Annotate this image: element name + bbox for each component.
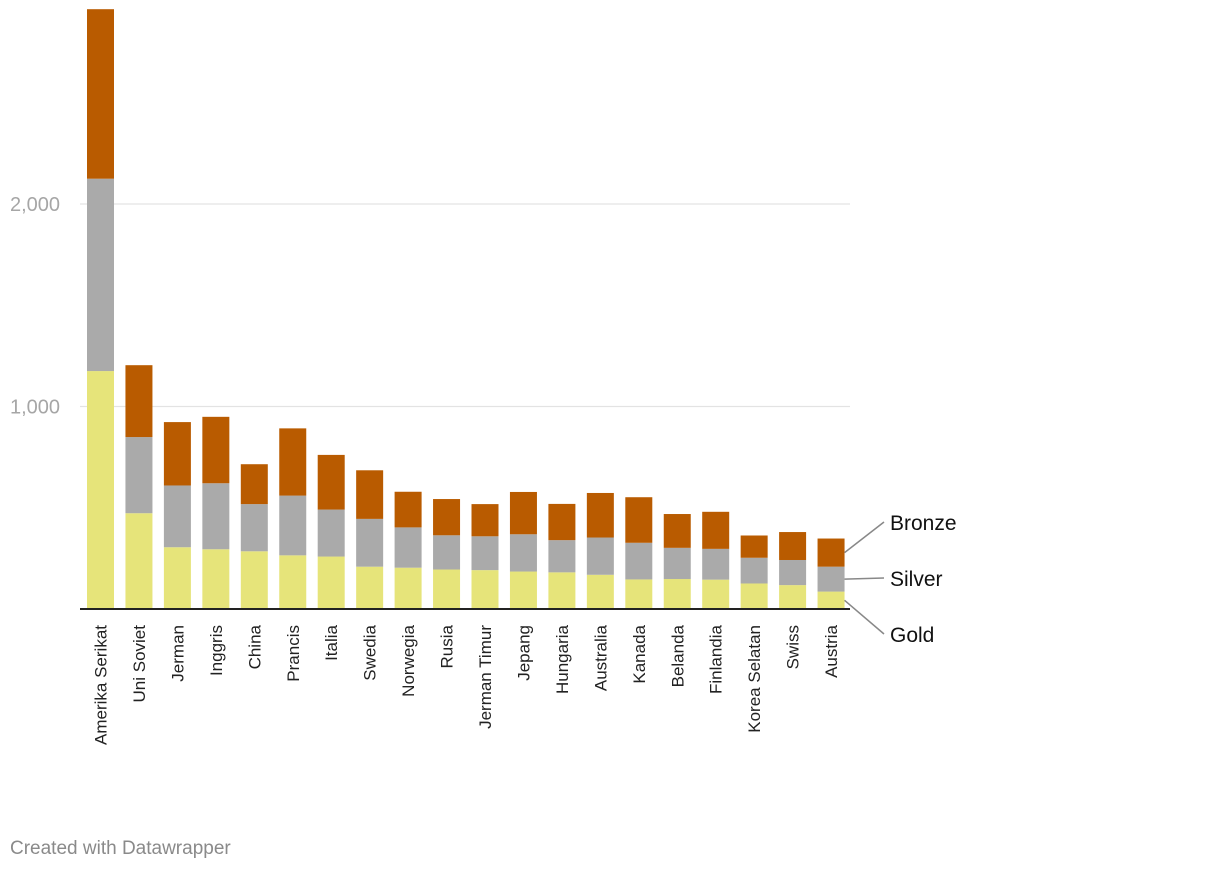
bar-segment-silver <box>817 566 845 592</box>
category-labels: Amerika Serikat Uni Soviet Jerman Inggris Ch… <box>92 624 842 745</box>
category-label: Austria <box>822 624 841 677</box>
bar-segment-bronze <box>356 470 384 519</box>
category-label: Norwegia <box>399 624 418 696</box>
bar-segment-gold <box>663 579 691 609</box>
category-label: Uni Soviet <box>130 625 149 703</box>
bar-segment-gold <box>240 551 268 609</box>
bar-segment-gold <box>356 566 384 609</box>
y-tick-label: 2,000 <box>10 194 60 216</box>
bar-segment-gold <box>509 571 537 609</box>
bar-segment-gold <box>702 579 730 609</box>
category-label: Swedia <box>361 624 380 680</box>
bar-segment-bronze <box>663 514 691 548</box>
bar-segment-bronze <box>471 504 499 537</box>
leader-line <box>844 577 885 580</box>
bar-segment-gold <box>740 583 768 609</box>
bar-segment-gold <box>317 556 345 609</box>
bar-segment-silver <box>356 518 384 567</box>
category-label: Prancis <box>284 625 303 682</box>
bar-segment-bronze <box>163 422 191 486</box>
category-label: Amerika Serikat <box>92 625 111 745</box>
bar-segment-silver <box>702 548 730 580</box>
bar-segment-bronze <box>202 416 230 484</box>
bar-segment-bronze <box>87 9 114 179</box>
bar-segment-gold <box>279 555 307 609</box>
category-label: Italia <box>322 624 341 660</box>
bar-segment-silver <box>202 483 230 550</box>
category-label: Belanda <box>668 624 687 687</box>
category-label: Korea Selatan <box>745 625 764 733</box>
bar-segment-gold <box>586 574 614 609</box>
category-label: Inggris <box>207 625 226 676</box>
series-label-silver: Silver <box>890 568 943 591</box>
category-label: Swiss <box>784 625 803 669</box>
bar-segment-silver <box>125 437 153 514</box>
series-label-bronze: Bronze <box>890 512 957 535</box>
bar-segment-silver <box>394 527 422 568</box>
bar-segment-bronze <box>279 428 307 496</box>
bar-segment-gold <box>625 579 653 609</box>
category-label: Australia <box>591 624 610 691</box>
bar-segment-bronze <box>394 491 422 528</box>
bar-segment-silver <box>279 495 307 556</box>
y-tick-label: 1,000 <box>10 397 60 419</box>
bar-segment-silver <box>779 559 807 586</box>
bar-segment-bronze <box>586 492 614 538</box>
bar-segment-gold <box>471 570 499 609</box>
bar-segment-silver <box>509 534 537 572</box>
bar-segment-gold <box>779 585 807 609</box>
category-label: China <box>245 624 264 669</box>
bar-segment-bronze <box>702 511 730 549</box>
bar-segment-bronze <box>625 497 653 543</box>
bar-segment-bronze <box>740 535 768 558</box>
bar-segment-bronze <box>433 499 461 536</box>
bar-segment-bronze <box>779 532 807 560</box>
category-label: Jepang <box>514 625 533 681</box>
bar-segment-silver <box>663 547 691 580</box>
bar-segment-silver <box>548 540 576 573</box>
bar-segment-gold <box>87 371 114 609</box>
bar-segment-gold <box>548 572 576 609</box>
bar-segment-silver <box>471 536 499 571</box>
bar-segment-silver <box>586 537 614 575</box>
bar-segment-silver <box>625 542 653 580</box>
category-label: Finlandia <box>707 624 726 694</box>
bar-segment-gold <box>125 513 153 609</box>
leader-line <box>844 521 885 554</box>
bar-segment-gold <box>394 567 422 609</box>
bar-segment-bronze <box>125 365 153 438</box>
bar-segment-silver <box>433 535 461 570</box>
bar-segment-bronze <box>817 538 845 567</box>
bar-segment-silver <box>740 557 768 584</box>
category-label: Hungaria <box>553 624 572 694</box>
category-label: Rusia <box>438 624 457 668</box>
category-label: Jerman Timur <box>476 625 495 729</box>
series-label-gold: Gold <box>890 624 934 647</box>
bar-segment-gold <box>433 569 461 609</box>
bars <box>87 9 845 609</box>
leader-line <box>844 599 885 635</box>
bar-segment-gold <box>163 547 191 609</box>
bar-segment-gold <box>202 549 230 609</box>
category-label: Kanada <box>630 624 649 683</box>
bar-segment-bronze <box>317 454 345 510</box>
bar-segment-silver <box>87 178 114 372</box>
bar-segment-bronze <box>240 464 268 505</box>
category-label: Jerman <box>168 625 187 682</box>
series-labels: Gold Silver Bronze <box>844 512 957 647</box>
bar-segment-silver <box>317 509 345 557</box>
bar-segment-bronze <box>509 491 537 535</box>
bar-segment-silver <box>163 485 191 548</box>
credit-text: Created with Datawrapper <box>10 838 231 859</box>
bar-segment-bronze <box>548 503 576 541</box>
gridlines: 1,000 2,000 <box>10 194 850 419</box>
bar-segment-gold <box>817 591 845 609</box>
bar-segment-silver <box>240 504 268 552</box>
